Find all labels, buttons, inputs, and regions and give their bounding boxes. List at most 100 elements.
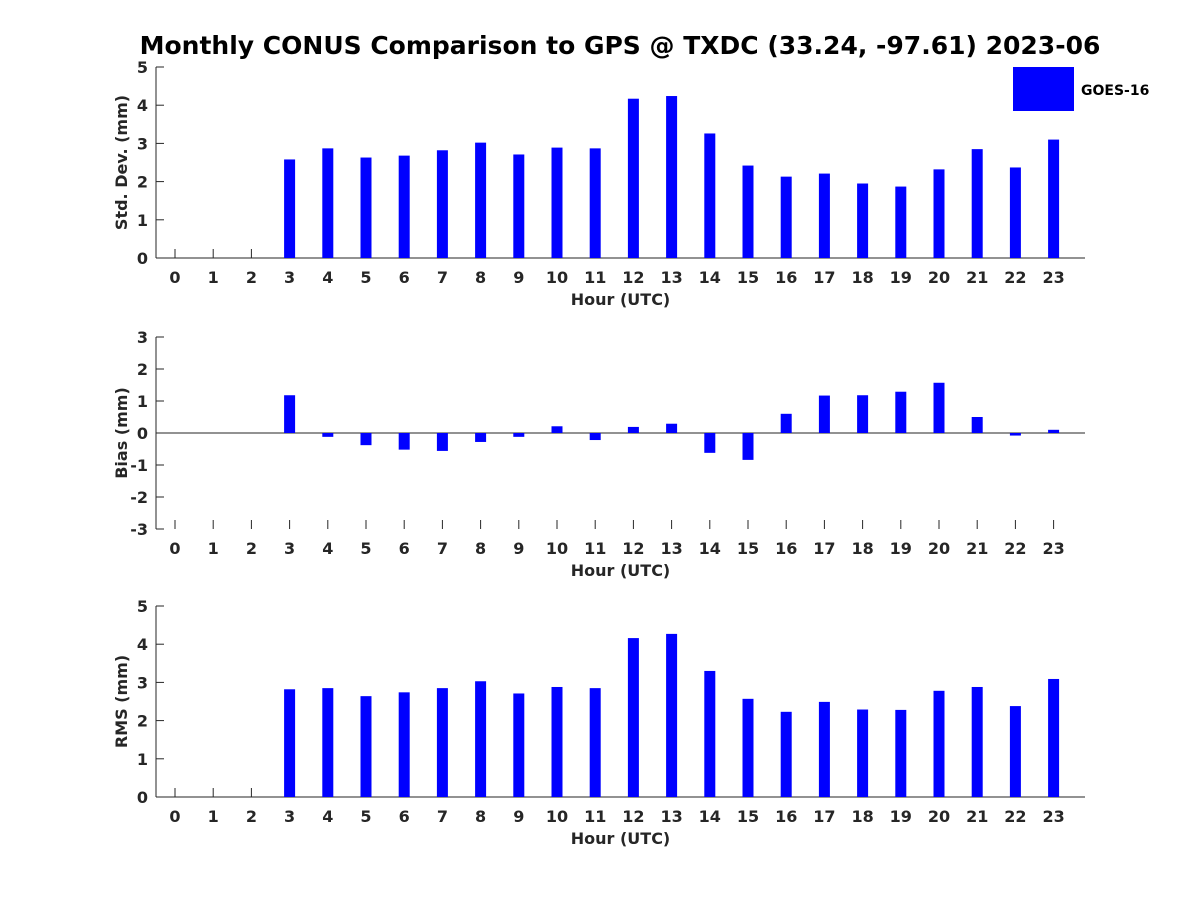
x-tick-label: 10 [546,268,568,287]
bar [551,147,563,258]
bar [1009,167,1021,258]
x-axis-label: Hour (UTC) [571,561,671,580]
bar [666,633,678,797]
bar [360,157,372,258]
legend-swatch [1013,67,1074,111]
x-tick-label: 21 [966,539,988,558]
x-tick-label: 23 [1042,268,1064,287]
x-tick-label: 4 [322,539,333,558]
x-tick-label: 2 [246,807,257,826]
y-tick-label: 1 [137,750,148,769]
x-tick-label: 22 [1004,268,1026,287]
bar [589,688,601,797]
bar [666,96,678,258]
y-tick-label: 0 [137,249,148,268]
bar [780,176,792,258]
y-tick-label: -1 [130,456,148,475]
x-tick-label: 13 [660,268,682,287]
bar [1009,706,1021,797]
bar [627,426,639,433]
bar [360,433,372,446]
bar [933,690,945,797]
x-tick-label: 6 [399,539,410,558]
bar [971,686,983,797]
x-tick-label: 7 [437,268,448,287]
x-tick-label: 13 [660,807,682,826]
x-axis-label: Hour (UTC) [571,829,671,848]
x-tick-label: 21 [966,268,988,287]
bar [971,417,983,433]
bar [589,433,601,441]
bar [284,689,296,797]
x-tick-label: 7 [437,539,448,558]
x-tick-label: 22 [1004,807,1026,826]
bar [895,709,907,797]
x-tick-label: 21 [966,807,988,826]
bar [742,165,754,258]
bar [1048,139,1060,258]
x-tick-label: 15 [737,807,759,826]
x-tick-label: 1 [208,268,219,287]
y-tick-label: 1 [137,392,148,411]
bar [284,395,296,433]
x-tick-label: 16 [775,539,797,558]
x-tick-label: 17 [813,539,835,558]
bar [322,433,334,437]
x-tick-label: 19 [890,539,912,558]
bar [857,709,869,797]
x-tick-label: 5 [360,807,371,826]
x-axis-label: Hour (UTC) [571,290,671,309]
y-axis-label: RMS (mm) [112,655,131,748]
bar [436,433,448,451]
x-tick-label: 12 [622,807,644,826]
x-tick-label: 19 [890,268,912,287]
x-tick-label: 20 [928,807,950,826]
legend: GOES-16 [1013,67,1149,111]
bar [513,433,525,437]
x-tick-label: 18 [851,807,873,826]
y-axis-label: Std. Dev. (mm) [112,95,131,230]
x-tick-label: 16 [775,268,797,287]
bar [627,638,639,797]
bar [475,681,487,797]
bar [818,173,830,258]
x-tick-label: 11 [584,268,606,287]
x-tick-label: 8 [475,268,486,287]
x-tick-label: 23 [1042,539,1064,558]
chart-title: Monthly CONUS Comparison to GPS @ TXDC (… [140,31,1101,60]
legend-label: GOES-16 [1081,83,1149,99]
bar [284,159,296,258]
bar [780,413,792,433]
y-tick-label: 1 [137,211,148,230]
bar [551,426,563,433]
y-tick-label: -2 [130,488,148,507]
bar [398,433,410,450]
x-tick-label: 9 [513,539,524,558]
x-tick-label: 15 [737,539,759,558]
y-tick-label: 2 [137,173,148,192]
bar [475,142,487,258]
bar [322,688,334,797]
bar [895,186,907,258]
bar [1048,429,1060,433]
x-tick-label: 0 [169,268,180,287]
bar [742,698,754,797]
x-tick-label: 10 [546,539,568,558]
x-tick-label: 22 [1004,539,1026,558]
x-tick-label: 14 [699,268,721,287]
x-tick-label: 6 [399,807,410,826]
y-tick-label: 5 [137,58,148,77]
x-tick-label: 0 [169,539,180,558]
x-tick-label: 0 [169,807,180,826]
bar [857,395,869,433]
x-tick-label: 5 [360,268,371,287]
x-tick-label: 9 [513,268,524,287]
bar [322,148,334,258]
x-tick-label: 10 [546,807,568,826]
x-tick-label: 11 [584,539,606,558]
y-tick-label: 2 [137,712,148,731]
x-tick-label: 2 [246,539,257,558]
bar [971,149,983,258]
bar [704,433,716,453]
